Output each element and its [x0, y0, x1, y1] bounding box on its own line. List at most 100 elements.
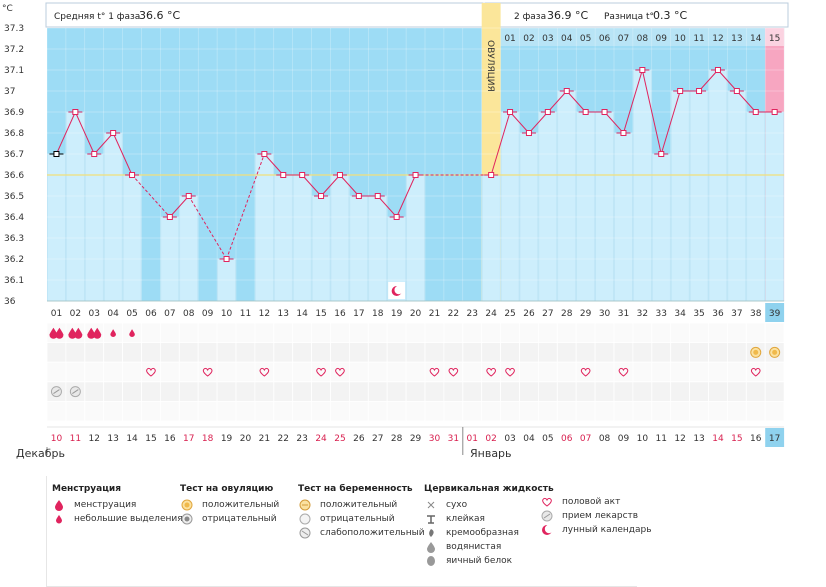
drop-icon: [87, 327, 96, 339]
marker-cell: [348, 342, 369, 363]
marker-cell: [689, 381, 709, 402]
y-tick-label: 37: [4, 87, 15, 97]
temperature-segment: [396, 174, 417, 218]
temperature-bar: [311, 195, 331, 302]
marker-cell: [84, 342, 105, 363]
marker-cell: [122, 342, 142, 363]
marker-cell: [197, 400, 218, 422]
legend-pregnancy-title: Тест на беременность: [298, 484, 413, 494]
post-ovulation-day-band: [500, 28, 785, 46]
marker-cell: [538, 322, 558, 344]
calendar-date-label: 01: [467, 434, 478, 444]
calendar-date-label: 26: [353, 434, 365, 444]
marker-cell: [122, 361, 142, 383]
calendar-date-label: 31: [448, 434, 459, 444]
calendar-date-label: 05: [542, 434, 553, 444]
marker-cell: [178, 322, 199, 344]
cycle-day-label: 22: [448, 309, 459, 319]
cycle-day-label: 04: [107, 309, 119, 319]
diff-value: 0.3 °C: [653, 9, 687, 22]
marker-cell: [348, 361, 369, 383]
marker-cell: [386, 400, 407, 422]
temperature-segment: [490, 111, 511, 176]
marker-cell: [764, 361, 785, 383]
pill-line: [53, 389, 60, 395]
current-day-band: [765, 28, 785, 46]
legend-item: небольшие выделения: [52, 512, 183, 526]
legend-text: лунный календарь: [562, 525, 652, 535]
cycle-day-label: 11: [240, 309, 251, 319]
phase2-label: 2 фаза: [514, 12, 546, 22]
temperature-point: [336, 172, 343, 178]
marker-cell: [481, 361, 502, 383]
marker-cell: [311, 381, 331, 402]
post-ovulation-day-label: 06: [599, 34, 611, 44]
cycle-day-label: 26: [523, 309, 535, 319]
marker-cell: [689, 322, 709, 344]
y-tick-label: 36: [4, 297, 16, 307]
heart-icon: [486, 367, 497, 377]
legend-text: прием лекарств: [562, 511, 639, 521]
cycle-day-label: 08: [183, 309, 195, 319]
temperature-bar: [708, 69, 728, 302]
moon-icon-cut: [394, 285, 403, 295]
temperature-bar: [66, 111, 85, 302]
legend-text: водянистая: [446, 542, 502, 552]
calendar-date-label: 11: [656, 434, 667, 444]
marker-cell: [556, 322, 577, 344]
marker-cell: [519, 361, 539, 383]
marker-cell: [424, 400, 445, 422]
marker-cell: [500, 342, 520, 363]
temperature-segment: [566, 90, 587, 113]
marker-cell: [235, 400, 256, 422]
marker-cell: [273, 342, 294, 363]
temperature-point: [488, 172, 495, 178]
temperature-segment: [604, 111, 624, 134]
temperature-point: [582, 109, 589, 115]
marker-cell: [65, 361, 86, 383]
marker-cell: [613, 361, 634, 383]
sticky-icon: [424, 512, 438, 526]
marker-cell: [424, 342, 445, 363]
heart-icon: [202, 367, 213, 377]
temperature-segment: [301, 174, 322, 197]
marker-cell: [632, 381, 653, 402]
calendar-date-label: 12: [674, 434, 685, 444]
heart-icon: [448, 367, 459, 377]
marker-cell: [556, 400, 577, 422]
marker-cell: [65, 400, 86, 422]
cycle-day-label: 01: [51, 309, 62, 319]
marker-cell: [103, 342, 123, 363]
marker-cell: [197, 361, 218, 383]
temperature-segment: [528, 111, 549, 134]
marker-cell: [519, 322, 539, 344]
legend-pregnancy-test: Тест на беременность положительный отриц…: [298, 484, 425, 540]
marker-cell: [141, 322, 161, 344]
cycle-day-label: 14: [296, 309, 308, 319]
calendar-date-label: 17: [769, 434, 780, 444]
temperature-point: [639, 67, 646, 73]
cycle-day-label: 29: [580, 309, 592, 319]
calendar-date-label: 12: [89, 434, 100, 444]
marker-cell: [273, 400, 294, 422]
marker-cell: [216, 381, 237, 402]
legend-text: менструация: [74, 500, 137, 510]
marker-cell: [519, 381, 539, 402]
marker-cell: [670, 361, 691, 383]
temperature-point: [714, 67, 721, 73]
legend-item: слабоположительный: [298, 526, 425, 540]
marker-cell: [538, 400, 558, 422]
marker-cell: [103, 381, 123, 402]
temperature-point: [412, 172, 419, 178]
legend-text: половой акт: [562, 497, 621, 507]
marker-cell: [764, 400, 785, 422]
legend-text: кремообразная: [446, 528, 519, 538]
post-ovulation-day-label: 04: [561, 34, 573, 44]
legend-text: отрицательный: [202, 514, 277, 524]
current-day-badge: [765, 303, 785, 322]
marker-cell: [46, 342, 67, 363]
temperature-point: [677, 88, 684, 94]
marker-cell: [103, 400, 123, 422]
bbt-chart: °C Средняя t° 1 фаза 36.6 °C 2 фаза 36.9…: [2, 2, 789, 455]
marker-cell: [651, 400, 672, 422]
